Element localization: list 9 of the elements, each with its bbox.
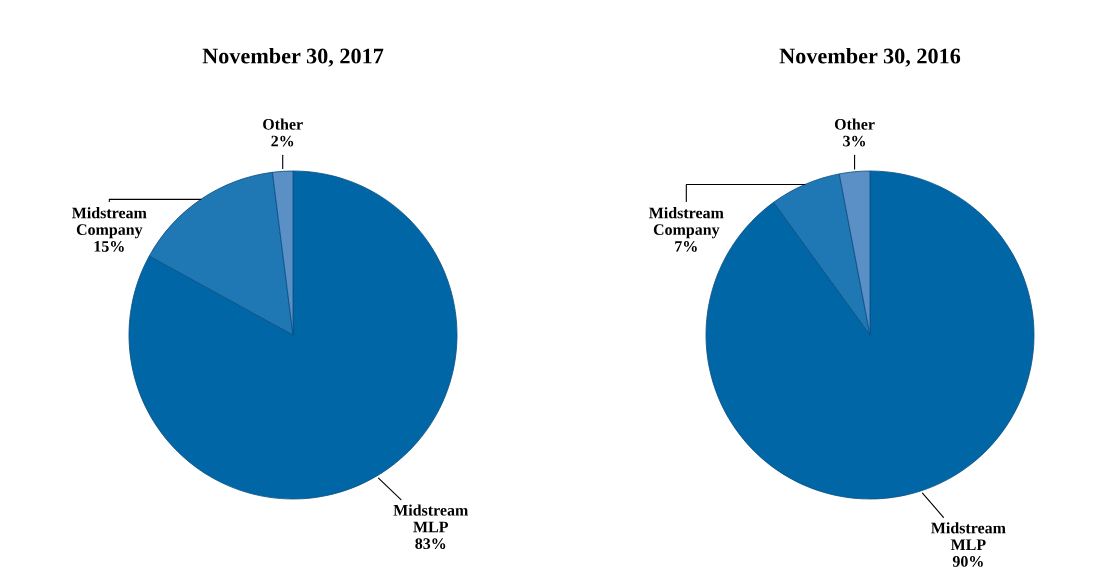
chart-title: November 30, 2016 xyxy=(779,47,961,67)
pie-slice xyxy=(773,173,871,336)
slice-label: Midstream Company 7% xyxy=(649,207,724,252)
slice-label: Midstream Company 15% xyxy=(72,207,147,252)
slice-label: Midstream MLP 90% xyxy=(931,522,1006,567)
slice-label: Other 3% xyxy=(834,118,875,147)
slice-label: Midstream MLP 83% xyxy=(393,504,469,550)
chart-title: November 30, 2017 xyxy=(202,47,384,67)
slice-label: Other 2% xyxy=(263,118,303,147)
